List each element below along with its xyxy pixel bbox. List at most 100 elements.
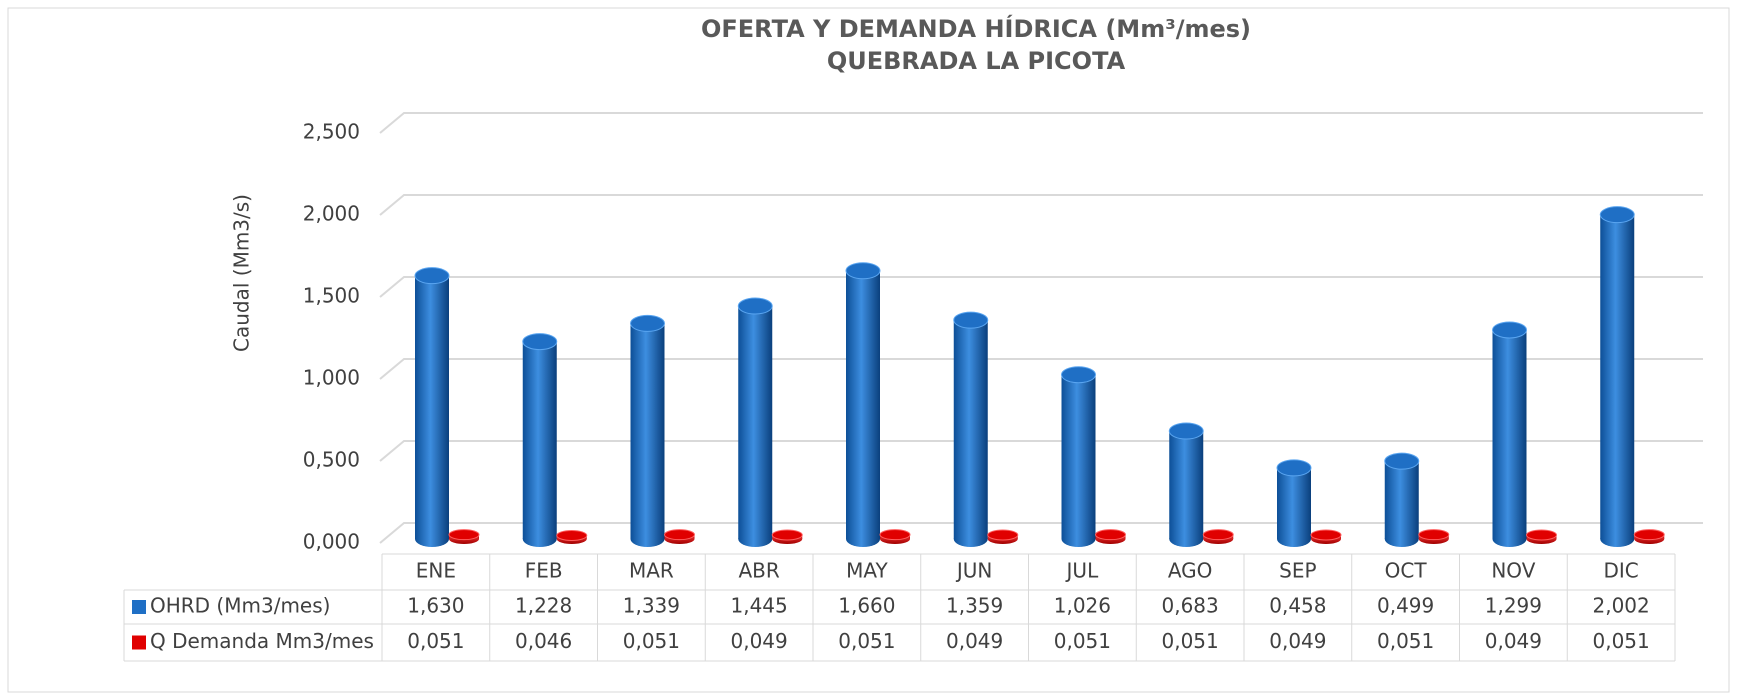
table-value: 0,046 bbox=[515, 629, 572, 653]
legend-key bbox=[132, 600, 146, 614]
bar-cap bbox=[1418, 529, 1450, 541]
y-tick-label: 2,500 bbox=[303, 120, 360, 144]
y-tick-label: 0,000 bbox=[303, 530, 360, 554]
table-value: 0,051 bbox=[838, 629, 895, 653]
bar-cap bbox=[1061, 366, 1096, 384]
y-tick-label: 2,000 bbox=[303, 202, 360, 226]
bar bbox=[1384, 461, 1419, 539]
table-value: 0,049 bbox=[1269, 629, 1326, 653]
bar bbox=[522, 341, 557, 539]
table-value: 0,049 bbox=[1485, 629, 1542, 653]
table-value: 1,026 bbox=[1054, 594, 1111, 618]
y-tick-label: 1,500 bbox=[303, 284, 360, 308]
bar-base bbox=[1492, 531, 1527, 547]
x-tick-label: OCT bbox=[1385, 559, 1428, 583]
bar-cap bbox=[1633, 529, 1665, 541]
bar-base bbox=[1384, 531, 1419, 547]
x-tick-label: MAR bbox=[629, 559, 674, 583]
bar-cap bbox=[556, 529, 588, 541]
bar-base bbox=[846, 531, 880, 547]
x-tick-label: NOV bbox=[1491, 559, 1535, 583]
table-value: 0,049 bbox=[730, 629, 787, 653]
x-tick-label: MAY bbox=[846, 559, 888, 583]
chart-title: OFERTA Y DEMANDA HÍDRICA (Mm³/mes) bbox=[701, 14, 1251, 43]
x-tick-label: JUL bbox=[1065, 559, 1100, 583]
bar-cap bbox=[1095, 529, 1126, 541]
table-value: 0,683 bbox=[1161, 594, 1218, 618]
table-value: 0,051 bbox=[1161, 629, 1218, 653]
x-tick-label: FEB bbox=[525, 559, 563, 583]
x-tick-label: DIC bbox=[1603, 559, 1638, 583]
bar-cap bbox=[1599, 206, 1635, 224]
legend-label: OHRD (Mm3/mes) bbox=[150, 594, 330, 618]
bar bbox=[1277, 467, 1311, 539]
y-tick-label: 1,000 bbox=[303, 366, 360, 390]
y-tick-label: 0,500 bbox=[303, 448, 360, 472]
bar-cap bbox=[664, 529, 695, 541]
bar bbox=[630, 323, 665, 539]
y-axis-label: Caudal (Mm3/s) bbox=[230, 194, 254, 352]
bar-cap bbox=[737, 297, 773, 315]
bar bbox=[846, 270, 880, 539]
grid-line bbox=[379, 276, 1703, 298]
bar-base bbox=[1277, 531, 1311, 547]
bar-base bbox=[630, 531, 665, 547]
table-value: 0,049 bbox=[946, 629, 1003, 653]
bar bbox=[1600, 214, 1635, 539]
table-value: 1,445 bbox=[730, 594, 787, 618]
bar bbox=[953, 320, 988, 539]
bar bbox=[1492, 329, 1527, 539]
grid-line bbox=[379, 194, 1703, 216]
bar-base bbox=[415, 531, 449, 547]
bar-cap bbox=[630, 314, 665, 332]
bar-base bbox=[1600, 531, 1635, 547]
x-tick-label: JUN bbox=[955, 559, 993, 583]
bar-base bbox=[522, 531, 557, 547]
table-value: 0,051 bbox=[1054, 629, 1111, 653]
bar-cap bbox=[1384, 452, 1420, 470]
bar bbox=[1169, 430, 1204, 539]
frame bbox=[7, 7, 1730, 693]
table-value: 1,630 bbox=[407, 594, 464, 618]
bar-cap bbox=[1276, 459, 1312, 477]
bar-cap bbox=[1310, 529, 1342, 541]
bar-cap bbox=[845, 262, 881, 280]
table-value: 1,228 bbox=[515, 594, 572, 618]
table-value: 1,299 bbox=[1485, 594, 1542, 618]
table-value: 0,458 bbox=[1269, 594, 1326, 618]
bar-base bbox=[1169, 531, 1204, 547]
bar bbox=[1061, 374, 1096, 539]
table-value: 1,359 bbox=[946, 594, 1003, 618]
x-tick-label: SEP bbox=[1279, 559, 1316, 583]
table-value: 0,051 bbox=[623, 629, 680, 653]
table-value: 1,339 bbox=[623, 594, 680, 618]
bar-cap bbox=[1492, 321, 1527, 339]
table-value: 0,051 bbox=[1377, 629, 1434, 653]
bar-cap bbox=[1202, 529, 1234, 541]
bar-cap bbox=[953, 311, 989, 329]
table-value: 0,051 bbox=[407, 629, 464, 653]
bar-base bbox=[738, 531, 773, 547]
x-tick-label: ENE bbox=[416, 559, 456, 583]
table-value: 2,002 bbox=[1592, 594, 1649, 618]
bar-cap bbox=[987, 529, 1019, 541]
grid-line bbox=[379, 522, 1703, 544]
bar bbox=[415, 275, 449, 539]
bar-base bbox=[1061, 531, 1096, 547]
bar-cap bbox=[1168, 422, 1204, 440]
chart-subtitle: QUEBRADA LA PICOTA bbox=[827, 47, 1126, 75]
bar-cap bbox=[448, 529, 480, 541]
bar-base bbox=[953, 531, 988, 547]
bar bbox=[738, 306, 773, 539]
grid-line bbox=[379, 440, 1703, 462]
bar-cap bbox=[522, 333, 558, 351]
table-value: 1,660 bbox=[838, 594, 895, 618]
legend-label: Q Demanda Mm3/mes bbox=[150, 629, 374, 653]
bar-cap bbox=[1526, 529, 1557, 541]
table-value: 0,051 bbox=[1592, 629, 1649, 653]
bar-cap bbox=[771, 529, 803, 541]
table-value: 0,499 bbox=[1377, 594, 1434, 618]
bar-cap bbox=[879, 529, 911, 541]
x-tick-label: AGO bbox=[1168, 559, 1213, 583]
